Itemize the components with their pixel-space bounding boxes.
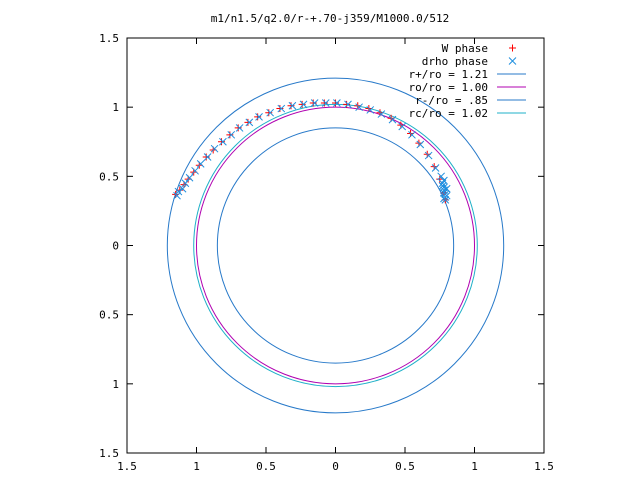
legend-label: r+/ro = 1.21	[409, 68, 488, 81]
point-drho-phase	[377, 110, 386, 118]
point-w-phase	[218, 138, 226, 146]
point-drho-phase	[173, 191, 181, 200]
point-w-phase	[265, 109, 273, 117]
point-w-phase	[202, 153, 210, 161]
point-w-phase	[343, 100, 351, 108]
point-drho-phase	[431, 164, 440, 172]
point-drho-phase	[310, 99, 319, 107]
legend-label: W phase	[442, 42, 488, 55]
point-drho-phase	[235, 124, 244, 132]
circle-rc-ro-1-02	[193, 103, 478, 388]
x-tick-label: 1.5	[534, 460, 554, 473]
point-drho-phase	[344, 100, 352, 109]
point-w-phase	[234, 124, 242, 132]
point-drho-phase	[185, 173, 194, 182]
legend-entry-w-phase: W phase	[442, 42, 516, 55]
point-drho-phase	[210, 144, 219, 153]
x-tick-label: 1.5	[117, 460, 137, 473]
point-w-phase	[298, 100, 306, 108]
series-drho-phase	[173, 99, 451, 204]
point-drho-phase	[277, 104, 286, 113]
circle-r-ro-1-21	[166, 77, 505, 414]
point-drho-phase	[178, 184, 187, 193]
point-w-phase	[287, 102, 295, 110]
point-w-phase	[320, 99, 328, 107]
legend-entry-ro-ro-1-00: ro/ro = 1.00	[409, 81, 526, 94]
point-drho-phase	[203, 153, 212, 161]
y-tick-label: 1	[112, 101, 119, 114]
legend-entry-drho-phase: drho phase	[422, 55, 517, 68]
x-tick-label: 1	[471, 460, 478, 473]
x-tick-label: 0	[332, 460, 339, 473]
point-w-phase	[309, 99, 317, 107]
legend-label: r-/ro = .85	[415, 94, 488, 107]
series-w-phase	[172, 99, 449, 204]
y-tick-label: 1	[112, 378, 119, 391]
point-drho-phase	[424, 151, 433, 160]
point-drho-phase	[442, 184, 451, 193]
point-drho-phase	[266, 108, 275, 117]
y-tick-label: 0.5	[99, 309, 119, 322]
y-tick-label: 0	[112, 240, 119, 253]
point-drho-phase	[181, 179, 190, 188]
x-tick-label: 0.5	[395, 460, 415, 473]
point-drho-phase	[191, 166, 199, 175]
point-drho-phase	[219, 137, 227, 146]
point-w-phase	[226, 131, 234, 139]
x-tick-label: 0.5	[256, 460, 276, 473]
point-drho-phase	[355, 103, 363, 112]
point-w-phase	[276, 105, 284, 113]
legend-label: ro/ro = 1.00	[409, 81, 488, 94]
point-drho-phase	[440, 189, 448, 197]
point-drho-phase	[398, 122, 407, 131]
legend-entry-r-ro-85: r-/ro = .85	[415, 94, 526, 107]
chart-title: m1/n1.5/q2.0/r-+.70-j359/M1000.0/512	[211, 12, 449, 25]
point-drho-phase	[299, 100, 308, 109]
x-tick-label: 1	[193, 460, 200, 473]
point-drho-phase	[366, 106, 375, 114]
point-drho-phase	[245, 118, 254, 127]
point-drho-phase	[174, 187, 183, 196]
point-w-phase	[332, 99, 339, 107]
point-drho-phase	[333, 99, 341, 107]
legend-label: rc/ro = 1.02	[409, 107, 488, 120]
legend-marker	[509, 44, 516, 52]
point-w-phase	[244, 118, 252, 126]
point-drho-phase	[437, 172, 445, 181]
legend-marker	[508, 57, 517, 65]
circle-r-ro-85	[216, 127, 455, 364]
legend-entry-r-ro-1-21: r+/ro = 1.21	[409, 68, 526, 81]
point-drho-phase	[388, 115, 397, 124]
point-drho-phase	[321, 99, 330, 107]
circle-ro-ro-1-00	[196, 106, 475, 385]
point-drho-phase	[255, 112, 263, 121]
point-drho-phase	[440, 176, 448, 185]
point-drho-phase	[196, 160, 205, 168]
circles-layer	[166, 77, 505, 414]
legend-label: drho phase	[422, 55, 488, 68]
y-tick-label: 1.5	[99, 32, 119, 45]
legend-entry-rc-ro-1-02: rc/ro = 1.02	[409, 107, 526, 120]
point-drho-phase	[288, 101, 297, 110]
y-tick-label: 1.5	[99, 447, 119, 460]
point-drho-phase	[227, 130, 236, 139]
point-drho-phase	[408, 130, 416, 139]
point-drho-phase	[416, 140, 425, 149]
y-tick-label: 0.5	[99, 170, 119, 183]
ticks-layer: 1.5 1 0.5 0 0.5 1 1.51.510.500.511.5	[99, 32, 554, 473]
points-layer	[172, 99, 451, 204]
point-w-phase	[254, 113, 262, 121]
